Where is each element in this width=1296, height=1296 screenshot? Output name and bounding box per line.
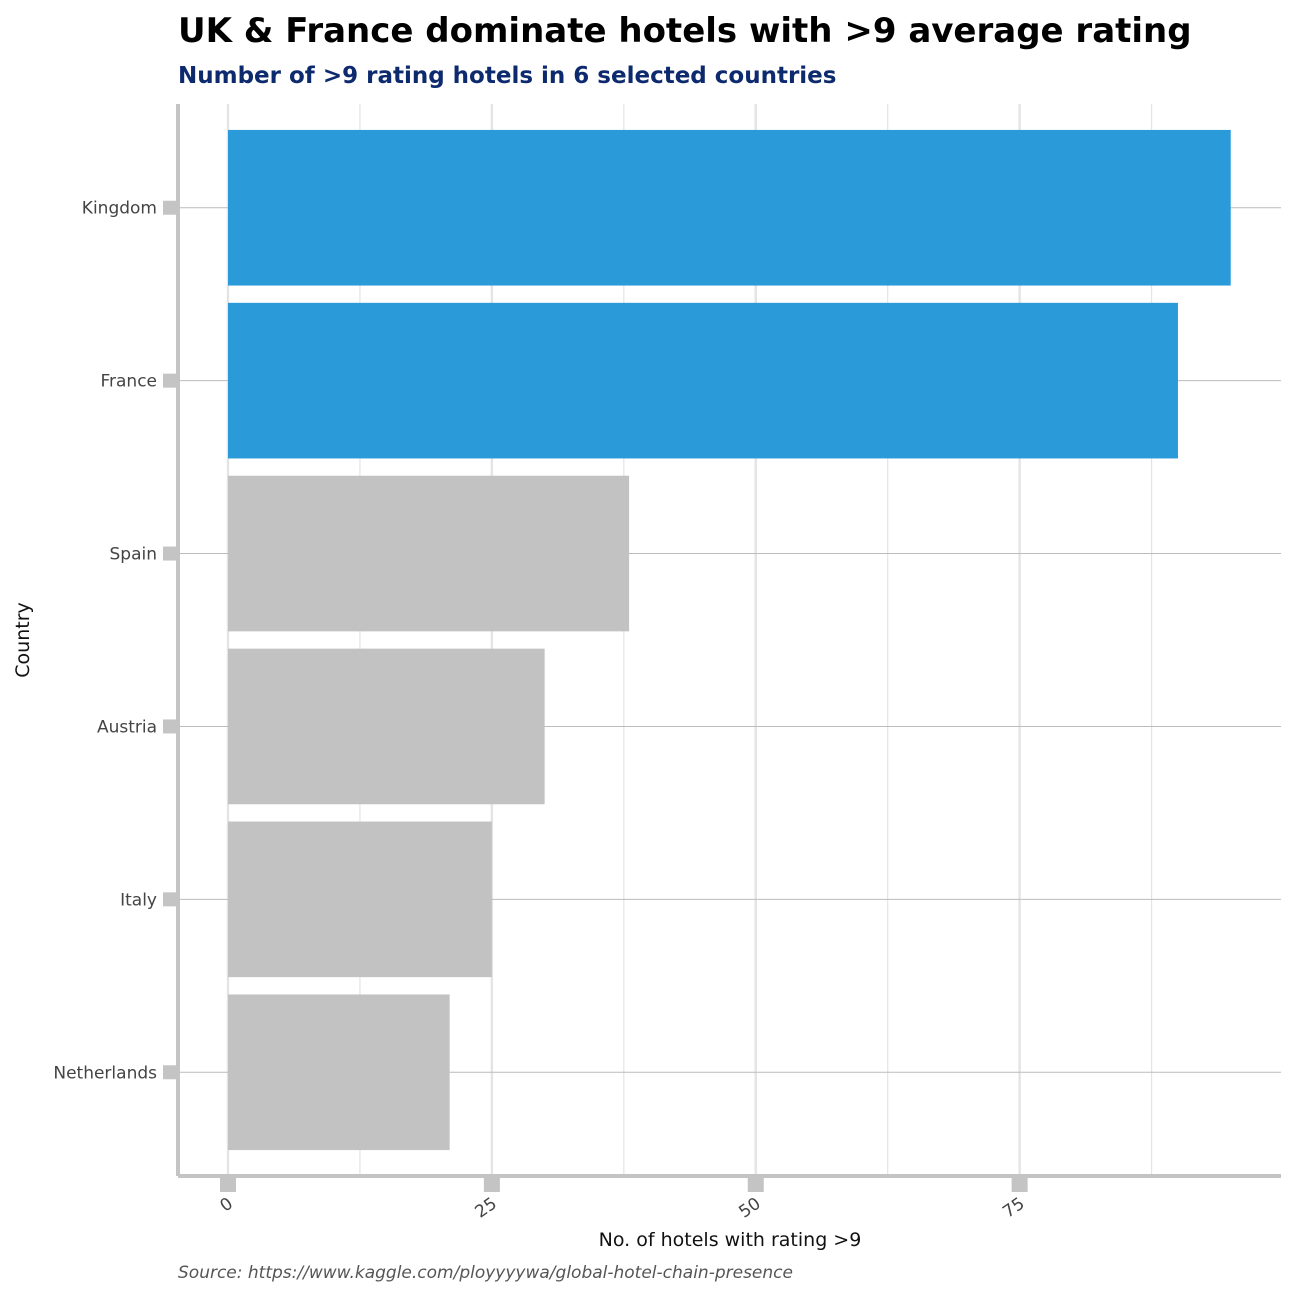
y-tick <box>163 1065 178 1080</box>
x-tick <box>1011 1176 1028 1192</box>
bar-kingdom <box>228 129 1231 286</box>
y-tick <box>163 719 178 734</box>
x-tick-label: 25 <box>472 1194 501 1223</box>
y-tick <box>163 546 178 561</box>
y-tick <box>163 200 178 215</box>
axes <box>163 104 1281 1192</box>
y-tick-label: Spain <box>110 545 158 565</box>
y-tick-label: Kingdom <box>82 199 157 219</box>
x-tick-label: 50 <box>735 1194 764 1223</box>
bar-netherlands <box>228 994 450 1151</box>
y-tick-label: Netherlands <box>53 1063 157 1083</box>
y-tick-label: France <box>100 372 157 392</box>
x-tick-label: 75 <box>999 1194 1028 1223</box>
bar-spain <box>228 475 630 632</box>
x-tick <box>483 1176 500 1192</box>
source-caption: Source: https://www.kaggle.com/ployyyywa… <box>178 1263 793 1283</box>
x-axis-title: No. of hotels with rating >9 <box>599 1229 862 1251</box>
y-tick <box>163 892 178 907</box>
y-tick-label: Austria <box>97 717 157 737</box>
x-tick <box>220 1176 236 1192</box>
y-axis-title: Country <box>12 602 34 677</box>
chart-subtitle: Number of >9 rating hotels in 6 selected… <box>178 63 836 89</box>
y-tick-label: Italy <box>120 890 157 910</box>
bar-italy <box>228 821 492 978</box>
y-tick <box>163 373 178 388</box>
x-tick-label: 0 <box>217 1194 237 1217</box>
bars <box>228 129 1231 1151</box>
bar-france <box>228 302 1178 459</box>
x-tick <box>747 1176 764 1192</box>
chart-title: UK & France dominate hotels with >9 aver… <box>178 11 1192 51</box>
bar-austria <box>228 648 545 805</box>
